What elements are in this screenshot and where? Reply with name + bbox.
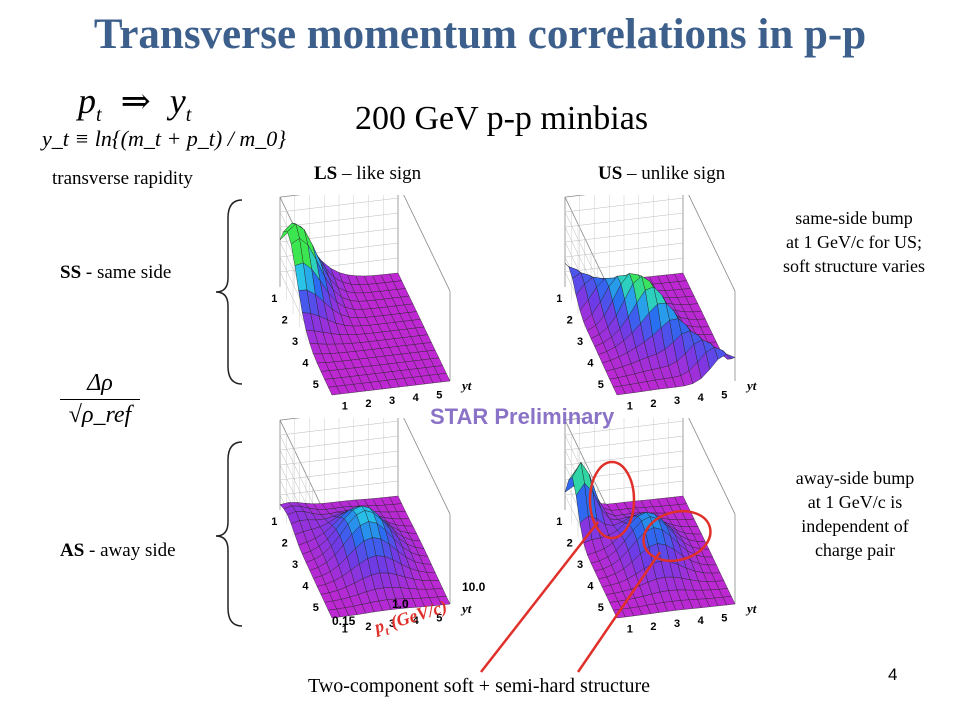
yt-tick-label: 5 <box>721 389 727 401</box>
brace-ss <box>215 199 243 385</box>
slide-title: Transverse momentum correlations in p-p <box>93 11 867 58</box>
surface-mesh <box>279 222 451 396</box>
yt-tick-label: 1 <box>342 401 348 410</box>
frame-line <box>688 195 736 292</box>
frame-line <box>403 418 451 515</box>
soft-pointer-line <box>480 521 599 673</box>
pt-tick-mid: 1.0 <box>392 597 409 611</box>
surface-cell <box>437 595 451 606</box>
star-preliminary-label: STAR Preliminary <box>430 404 615 429</box>
soft-component-ellipse <box>588 460 636 540</box>
subtitle: 200 GeV p-p minbias <box>355 100 649 137</box>
yt-tick-label-side: 3 <box>292 559 298 571</box>
yt-axis-label: yt <box>460 601 472 616</box>
column-label-ls: LS – like sign <box>314 163 422 184</box>
yt-tick-label-side: 5 <box>598 379 604 391</box>
yt-axis-label: yt <box>460 378 472 393</box>
surface-cell <box>722 350 736 360</box>
bottom-caption: Two-component soft + semi-hard structure <box>308 675 651 697</box>
yt-tick-label-side: 4 <box>302 358 309 370</box>
column-label-us: US – unlike sign <box>598 163 726 184</box>
yt-tick-label: 3 <box>674 618 680 630</box>
yt-tick-label-side: 5 <box>598 602 604 614</box>
yt-tick-label: 4 <box>413 615 420 627</box>
yt-axis-label: yt <box>745 378 757 393</box>
yt-tick-label: 3 <box>389 618 395 630</box>
yt-tick-label: 4 <box>413 392 420 404</box>
yt-tick-label: 1 <box>627 401 633 410</box>
surface-cell <box>437 373 451 383</box>
same-side-note: same-side bump at 1 GeV/c for US; soft s… <box>783 208 925 276</box>
yt-tick-label-side: 1 <box>556 516 562 528</box>
semi-hard-pointer-line <box>576 551 662 673</box>
yt-tick-label-side: 4 <box>587 581 594 593</box>
away-side-note: away-side bump at 1 GeV/c is independent… <box>795 468 915 560</box>
brace-as <box>215 441 243 627</box>
pt-tick-high: 10.0 <box>462 580 486 594</box>
yt-tick-label: 3 <box>674 395 680 407</box>
yt-definition-formula: y_t ≡ ln{(m_t + p_t) / m_0} <box>42 126 287 151</box>
pt-tick-low: 0.15 <box>332 614 356 628</box>
yt-tick-label-side: 4 <box>587 358 594 370</box>
yt-axis-label: yt <box>745 601 757 616</box>
yt-tick-label-side: 1 <box>271 516 277 528</box>
frame-line <box>688 418 736 515</box>
yt-tick-label-side: 1 <box>271 293 277 305</box>
yt-tick-label-side: 2 <box>282 314 288 326</box>
yt-tick-label-side: 3 <box>577 336 583 348</box>
yt-tick-label: 2 <box>365 398 371 410</box>
row-label-as: AS - away side <box>60 540 176 561</box>
yt-tick-label: 5 <box>436 389 442 401</box>
yt-tick-label-side: 5 <box>313 379 319 391</box>
surface-cell <box>722 596 736 606</box>
yt-tick-label: 1 <box>627 624 633 633</box>
surface-mesh <box>564 461 736 619</box>
yt-tick-label: 2 <box>650 621 656 633</box>
yt-tick-label: 2 <box>650 398 656 410</box>
page-number: 4 <box>888 665 898 684</box>
yt-tick-label-side: 3 <box>292 336 298 348</box>
delta-rho-ratio-formula: Δρ √ρ_ref <box>60 370 140 429</box>
surface-mesh <box>564 263 736 396</box>
row-label-ss: SS - same side <box>60 262 172 283</box>
yt-tick-label: 3 <box>389 395 395 407</box>
yt-tick-label-side: 3 <box>577 559 583 571</box>
yt-tick-label-side: 2 <box>282 537 288 549</box>
yt-tick-label: 1 <box>342 624 348 633</box>
yt-tick-label-side: 4 <box>302 581 309 593</box>
yt-tick-label-side: 2 <box>567 537 573 549</box>
yt-tick-label-side: 5 <box>313 602 319 614</box>
yt-tick-label: 4 <box>698 392 705 404</box>
yt-tick-label-side: 1 <box>556 293 562 305</box>
surface-mesh <box>279 495 451 619</box>
transverse-rapidity-caption: transverse rapidity <box>52 168 193 189</box>
yt-tick-label-side: 2 <box>567 314 573 326</box>
yt-tick-label: 2 <box>365 621 371 633</box>
yt-tick-label: 5 <box>436 612 442 624</box>
yt-tick-label: 5 <box>721 612 727 624</box>
semi-hard-component-ellipse <box>642 509 712 563</box>
pt-to-yt-formula: pt ⇒ yt <box>78 81 192 127</box>
frame-line <box>403 195 451 292</box>
yt-tick-label: 4 <box>698 615 705 627</box>
